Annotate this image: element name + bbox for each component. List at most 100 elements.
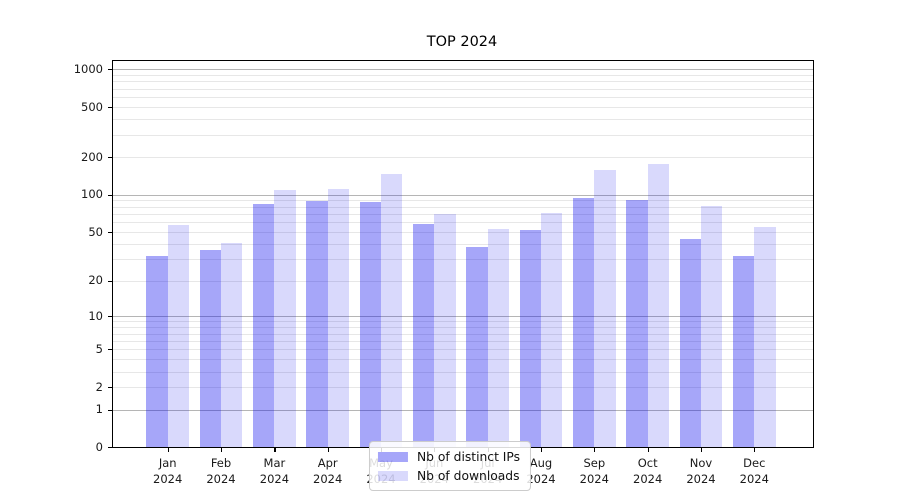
gridline-minor bbox=[113, 340, 813, 342]
bar-distinct-ips-mar bbox=[253, 204, 275, 447]
bar-downloads-feb bbox=[221, 242, 243, 447]
gridline-minor bbox=[113, 206, 813, 208]
y-axis-tick bbox=[108, 409, 113, 411]
y-axis-tick bbox=[108, 280, 113, 282]
x-axis-tick bbox=[754, 447, 756, 452]
bar-distinct-ips-aug bbox=[519, 230, 541, 447]
bar-downloads-jun bbox=[434, 214, 456, 447]
gridline-minor bbox=[113, 280, 813, 282]
x-axis-tick bbox=[647, 447, 649, 452]
bar-distinct-ips-jul bbox=[466, 246, 488, 447]
y-axis-tick bbox=[108, 447, 113, 449]
y-axis-tick-label: 20 bbox=[88, 273, 103, 288]
x-axis-tick-label: Jan 2024 bbox=[153, 456, 183, 486]
gridline-minor bbox=[113, 119, 813, 121]
y-axis-tick-label: 1 bbox=[95, 402, 103, 416]
gridline-major bbox=[113, 409, 813, 411]
gridline-minor bbox=[113, 244, 813, 246]
legend-label-downloads: Nb of downloads bbox=[416, 468, 520, 483]
gridline-minor bbox=[113, 359, 813, 361]
x-axis-tick bbox=[167, 447, 169, 452]
y-axis-tick bbox=[108, 194, 113, 196]
gridline-minor bbox=[113, 74, 813, 76]
x-axis-tick-label: Dec 2024 bbox=[739, 456, 769, 486]
gridline-minor bbox=[113, 97, 813, 99]
bar-distinct-ips-dec bbox=[733, 256, 755, 447]
x-axis-tick-label: Mar 2024 bbox=[259, 456, 290, 486]
x-axis-tick-label: Nov 2024 bbox=[686, 456, 716, 486]
legend-item-distinct-ips: Nb of distinct IPs bbox=[377, 447, 521, 466]
legend: Nb of distinct IPs Nb of downloads bbox=[368, 441, 532, 491]
y-axis-tick-label: 10 bbox=[88, 308, 103, 323]
bar-distinct-ips-feb bbox=[199, 249, 221, 447]
gridline-minor bbox=[113, 107, 813, 108]
gridline-minor bbox=[113, 371, 813, 373]
bar-distinct-ips-jan bbox=[146, 256, 168, 447]
y-axis-tick-label: 2 bbox=[95, 379, 103, 394]
gridline-minor bbox=[113, 88, 813, 90]
bar-downloads-mar bbox=[274, 190, 296, 447]
bar-distinct-ips-nov bbox=[679, 239, 701, 447]
y-axis-tick-label: 50 bbox=[88, 224, 103, 239]
gridline-minor bbox=[113, 327, 813, 329]
x-axis-tick bbox=[701, 447, 703, 452]
gridline-minor bbox=[113, 321, 813, 323]
gridline-minor bbox=[113, 214, 813, 215]
x-axis-tick-label: Oct 2024 bbox=[633, 456, 663, 486]
bar-downloads-may bbox=[381, 174, 403, 447]
y-axis-tick-label: 5 bbox=[95, 341, 103, 356]
gridline-minor bbox=[113, 222, 813, 224]
y-axis-tick bbox=[108, 157, 113, 159]
x-axis-tick bbox=[221, 447, 223, 452]
bar-downloads-sep bbox=[594, 169, 616, 447]
gridline-minor bbox=[113, 200, 813, 202]
bar-downloads-oct bbox=[647, 164, 669, 447]
x-axis-tick bbox=[594, 447, 596, 452]
x-axis-tick-label: Feb 2024 bbox=[206, 456, 236, 486]
bar-downloads-dec bbox=[754, 227, 776, 447]
x-axis-tick-label: Sep 2024 bbox=[579, 456, 609, 486]
x-axis-tick-label: Aug 2024 bbox=[526, 456, 556, 486]
legend-label-distinct-ips: Nb of distinct IPs bbox=[416, 449, 521, 464]
gridline-minor bbox=[113, 333, 813, 335]
y-axis-tick bbox=[108, 107, 113, 109]
y-axis-tick bbox=[108, 316, 113, 318]
y-axis-tick-label: 500 bbox=[81, 99, 103, 114]
gridline-minor bbox=[113, 134, 813, 136]
gridline-major bbox=[113, 194, 813, 196]
plot-area: 0 1 2 5 10 20 50 100 200 500 1000 Jan 2024 Feb 2024 M… bbox=[74, 60, 814, 486]
x-axis-tick bbox=[274, 447, 276, 452]
gridline-minor bbox=[113, 157, 813, 158]
gridline-minor bbox=[113, 232, 813, 234]
gridline-minor bbox=[113, 81, 813, 83]
bar-distinct-ips-jun bbox=[413, 224, 435, 447]
bar-downloads-jan bbox=[167, 225, 189, 447]
legend-swatch-distinct-ips bbox=[377, 451, 408, 462]
y-axis-tick bbox=[108, 232, 113, 234]
y-axis-tick bbox=[108, 349, 113, 351]
x-axis-tick bbox=[541, 447, 543, 452]
y-axis-tick-label: 200 bbox=[81, 149, 103, 164]
bar-distinct-ips-sep bbox=[573, 197, 595, 447]
y-axis-tick-label: 100 bbox=[81, 187, 103, 202]
bar-distinct-ips-oct bbox=[626, 200, 648, 447]
bar-downloads-aug bbox=[541, 212, 563, 447]
legend-swatch-downloads bbox=[377, 470, 408, 481]
legend-item-downloads: Nb of downloads bbox=[377, 466, 520, 485]
y-axis-tick-label: 0 bbox=[95, 439, 103, 454]
bar-distinct-ips-may bbox=[359, 202, 381, 447]
bar-distinct-ips-apr bbox=[306, 201, 328, 447]
y-axis-tick-label: 1000 bbox=[73, 61, 103, 76]
x-axis-tick bbox=[327, 447, 329, 452]
gridline-minor bbox=[113, 259, 813, 261]
bar-downloads-jul bbox=[487, 229, 509, 447]
gridline-minor bbox=[113, 349, 813, 351]
chart-title: TOP 2024 bbox=[426, 34, 498, 50]
gridline-major bbox=[113, 69, 813, 71]
y-axis-tick bbox=[108, 387, 113, 389]
gridline-minor bbox=[113, 387, 813, 389]
bar-downloads-apr bbox=[327, 188, 349, 447]
bar-downloads-nov bbox=[701, 205, 723, 447]
gridline-major bbox=[113, 316, 813, 318]
